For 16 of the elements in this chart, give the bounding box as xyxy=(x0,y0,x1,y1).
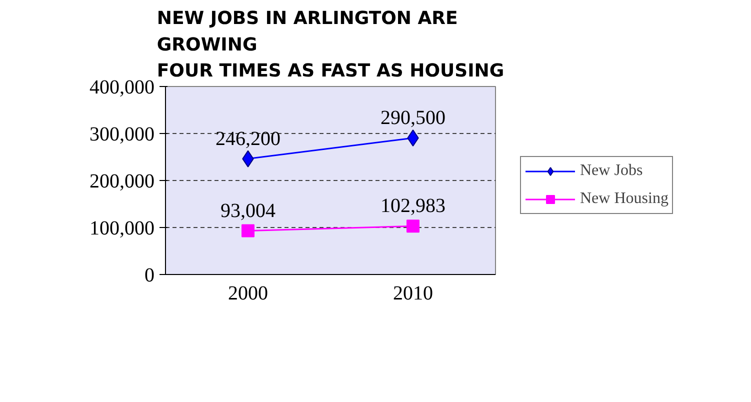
y-tick-label: 200,000 xyxy=(90,170,154,192)
legend-label: New Jobs xyxy=(580,162,643,180)
chart-title: NEW JOBS IN ARLINGTON ARE GROWING FOUR TIMES AS FAST AS HOUSING xyxy=(156,8,504,82)
point xyxy=(406,220,420,233)
data-label: 93,004 xyxy=(220,200,276,222)
y-tick-label: 300,000 xyxy=(90,124,154,146)
data-label: 102,983 xyxy=(380,195,446,218)
x-tick-label: 2000 xyxy=(228,282,268,304)
legend-label: New Housing xyxy=(580,190,668,208)
y-tick-label: 100,000 xyxy=(90,218,154,240)
y-tick-label: 400,000 xyxy=(90,76,154,98)
point xyxy=(242,224,254,238)
x-tick-label: 2010 xyxy=(393,282,433,304)
data-label: 290,500 xyxy=(380,106,446,129)
data-label: 246,200 xyxy=(216,128,280,150)
y-tick-label: 0 xyxy=(144,264,154,286)
